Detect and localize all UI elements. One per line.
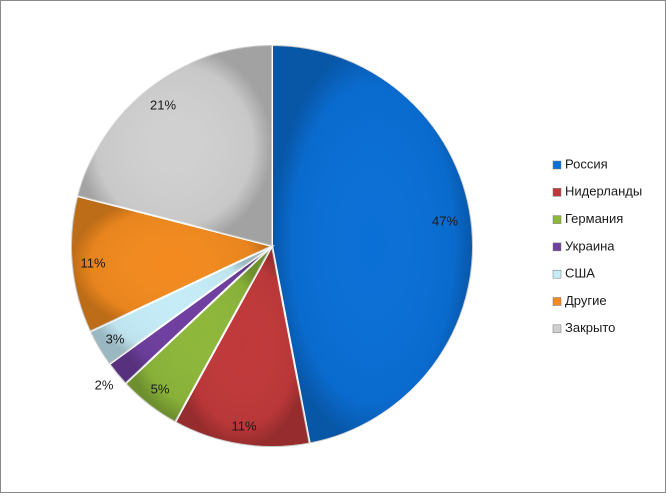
data-label-5: 3% [106, 331, 125, 346]
legend-swatch-2 [552, 188, 562, 197]
data-label-2: 11% [231, 418, 256, 433]
data-label-6: 11% [80, 255, 105, 270]
legend-swatch-5 [552, 269, 562, 279]
legend-label-3: Германия [565, 211, 623, 226]
data-label-1: 47% [432, 213, 458, 228]
legend-label-6: Другие [565, 293, 607, 308]
legend-swatch-4 [552, 242, 562, 252]
legend-label-4: Украина [565, 238, 615, 253]
data-label-3: 5% [151, 381, 170, 396]
pie-data-labels: 47% 11% 5% 2% 3% 11% 21% [80, 97, 458, 433]
legend-swatch-6 [552, 297, 562, 306]
legend: Россия Нидерланды Германия Украина США Другие… [552, 156, 642, 335]
data-label-4: 2% [95, 377, 114, 392]
legend-label-1: Россия [565, 156, 608, 171]
legend-label-7: Закрыто [565, 320, 615, 335]
pie-slices [70, 43, 474, 448]
legend-swatch-3 [552, 215, 562, 224]
pie-slice-1 [271, 43, 474, 445]
data-label-7: 21% [150, 97, 176, 112]
legend-swatch-7 [552, 324, 562, 334]
legend-swatch-1 [552, 160, 562, 170]
legend-label-2: Нидерланды [565, 184, 642, 199]
legend-label-5: США [565, 266, 595, 281]
